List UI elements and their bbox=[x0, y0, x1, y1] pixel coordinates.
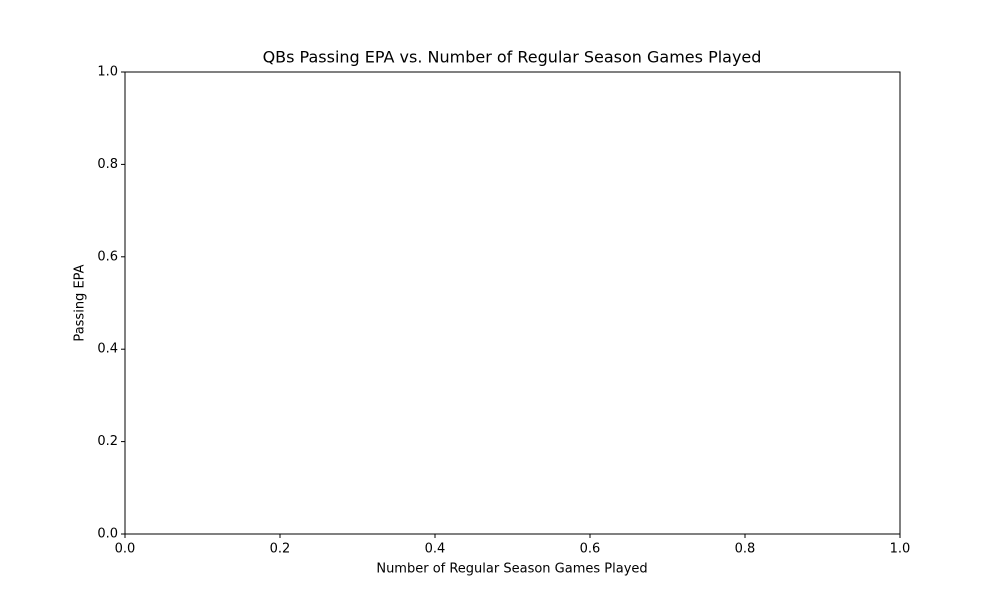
y-tick-label: 1.0 bbox=[97, 65, 118, 80]
x-tick-label: 0.2 bbox=[270, 542, 291, 557]
y-tick-label: 0.8 bbox=[97, 157, 118, 172]
x-axis-label: Number of Regular Season Games Played bbox=[376, 562, 647, 577]
x-tick-label: 0.8 bbox=[735, 542, 756, 557]
y-axis-label: Passing EPA bbox=[73, 264, 88, 341]
x-tick-label: 0.0 bbox=[115, 542, 136, 557]
plot-frame bbox=[124, 71, 901, 535]
chart-title: QBs Passing EPA vs. Number of Regular Se… bbox=[263, 48, 762, 67]
x-tick-label: 0.6 bbox=[580, 542, 601, 557]
y-tick-label: 0.4 bbox=[97, 342, 118, 357]
y-tick-label: 0.6 bbox=[97, 249, 118, 264]
x-tick-label: 0.4 bbox=[425, 542, 446, 557]
x-tick-label: 1.0 bbox=[890, 542, 911, 557]
y-tick-label: 0.2 bbox=[97, 434, 118, 449]
y-tick-label: 0.0 bbox=[97, 527, 118, 542]
